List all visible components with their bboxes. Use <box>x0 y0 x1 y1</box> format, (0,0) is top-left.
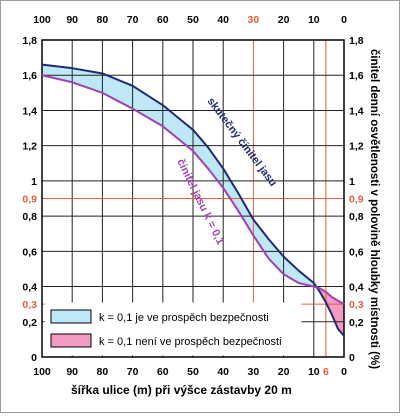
legend-label-1: k = 0,1 je ve prospěch bezpečnosti <box>99 312 269 324</box>
x-bottom-tick-label: 40 <box>217 366 229 378</box>
y-left-tick-label: 1,4 <box>22 105 37 117</box>
x-axis-label: šířka ulice (m) při výšce zástavby 20 m <box>71 383 292 397</box>
y-axis-label: činitel denní osvětlenosti v polovině hl… <box>368 49 380 369</box>
legend-swatch-2 <box>50 333 92 348</box>
x-top-tick-label: 40 <box>217 14 229 26</box>
y-right-tick-label: 1,2 <box>349 141 364 153</box>
x-bottom-tick-label: 70 <box>127 366 139 378</box>
x-top-tick-label: 30 <box>248 14 260 26</box>
x-bottom-tick-label: 20 <box>278 366 290 378</box>
x-top-tick-label: 70 <box>127 14 139 26</box>
series-line-2 <box>41 74 345 306</box>
y-left-tick-label: 0,3 <box>22 299 37 311</box>
series-lines <box>41 63 345 337</box>
y-left-tick-label: 1,8 <box>22 35 37 47</box>
y-left-tick-label: 0,2 <box>22 317 37 329</box>
legend: k = 0,1 je ve prospěch bezpečnosti k = 0,… <box>44 302 302 356</box>
x-bottom-tick-label: 60 <box>157 366 169 378</box>
x-bottom-tick-label-6: 6 <box>323 366 329 378</box>
y-right-tick-label: 1 <box>349 176 355 188</box>
y-left-tick-label: 1 <box>31 176 37 188</box>
x-top-tick-label: 90 <box>66 14 78 26</box>
favorable-area <box>42 64 317 288</box>
y-right-tick-label: 0,9 <box>349 194 364 206</box>
y-right-tick-label: 0,8 <box>349 211 364 223</box>
y-right-tick-label: 0,2 <box>349 317 364 329</box>
y-left-tick-label: 0,6 <box>22 246 37 258</box>
y-left-tick-label: 0,8 <box>22 211 37 223</box>
x-top-tick-label: 20 <box>278 14 290 26</box>
x-bottom-tick-label: 50 <box>187 366 199 378</box>
y-left-tick-label: 1,2 <box>22 141 37 153</box>
y-right-tick-label: 1,8 <box>349 35 364 47</box>
x-top-tick-label: 50 <box>187 14 199 26</box>
x-top-tick-label: 0 <box>341 14 347 26</box>
series-line-1 <box>41 63 345 337</box>
legend-label-2: k = 0,1 není ve prospěch bezpečnosti <box>99 336 282 348</box>
y-left-tick-label: 1,6 <box>22 70 37 82</box>
y-right-tick-label: 0,3 <box>349 299 364 311</box>
x-bottom-tick-label: 80 <box>97 366 109 378</box>
y-right-tick-label: 0 <box>349 352 355 364</box>
x-top-tick-label: 100 <box>33 14 51 26</box>
x-bottom-tick-label: 0 <box>341 366 347 378</box>
y-right-tick-label: 1,4 <box>349 105 364 117</box>
y-left-tick-label: 0 <box>31 352 37 364</box>
x-bottom-tick-label: 90 <box>66 366 78 378</box>
x-top-tick-label: 10 <box>308 14 320 26</box>
x-top-tick-label: 80 <box>97 14 109 26</box>
y-right-tick-label: 0,6 <box>349 246 364 258</box>
x-bottom-tick-label: 100 <box>33 366 51 378</box>
y-right-tick-label: 0,4 <box>349 282 364 294</box>
y-right-tick-label: 1,6 <box>349 70 364 82</box>
y-left-tick-label: 0,4 <box>22 282 37 294</box>
x-top-tick-label: 60 <box>157 14 169 26</box>
legend-swatch-1 <box>50 309 92 324</box>
x-bottom-tick-label: 10 <box>308 366 320 378</box>
x-bottom-tick-label: 30 <box>248 366 260 378</box>
y-left-tick-label: 0,9 <box>22 194 37 206</box>
plot-border <box>41 39 345 358</box>
